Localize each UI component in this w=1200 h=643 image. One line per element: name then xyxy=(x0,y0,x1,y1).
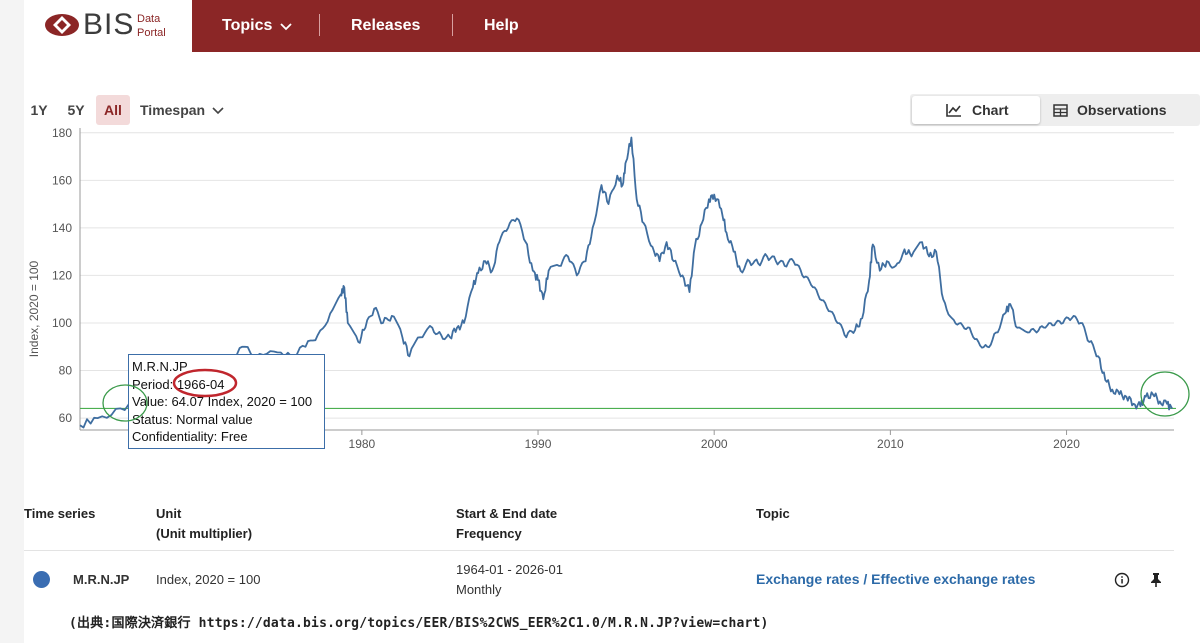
nav-divider xyxy=(319,14,320,36)
col-header-topic: Topic xyxy=(756,506,790,521)
chevron-down-icon xyxy=(212,107,224,115)
y-tick-label: 100 xyxy=(52,316,72,330)
chart-tooltip: M.R.N.JP Period: 1966-04 Value: 64.07 In… xyxy=(128,354,325,449)
nav-releases[interactable]: Releases xyxy=(351,0,420,52)
chart-view-button[interactable]: Chart xyxy=(912,96,1040,124)
series-code: M.R.N.JP xyxy=(73,572,130,587)
y-axis-label: Index, 2020 = 100 xyxy=(27,260,41,357)
observations-view-label: Observations xyxy=(1077,102,1167,118)
tooltip-period-value: 1966-04 xyxy=(176,376,225,392)
col-header-time-series: Time series xyxy=(24,506,96,521)
range-5y-button[interactable]: 5Y xyxy=(67,102,85,118)
top-bar: BIS Data Portal Topics Releases Help xyxy=(24,0,1200,52)
timespan-dropdown[interactable]: Timespan xyxy=(140,95,232,125)
chart-view-label: Chart xyxy=(972,102,1009,118)
logo-text: BIS xyxy=(83,8,135,41)
line-chart-icon xyxy=(946,104,961,117)
topic-link[interactable]: Exchange rates / Effective exchange rate… xyxy=(756,571,1036,587)
x-tick-label: 2000 xyxy=(701,437,728,451)
bis-logo[interactable]: BIS Data Portal xyxy=(24,0,192,52)
col-header-dates-line1: Start & End date xyxy=(456,506,558,521)
y-tick-label: 160 xyxy=(52,173,72,187)
range-1y-button[interactable]: 1Y xyxy=(30,102,48,118)
x-tick-label: 2010 xyxy=(877,437,904,451)
x-tick-label: 1990 xyxy=(525,437,552,451)
y-tick-label: 80 xyxy=(59,364,73,378)
x-tick-label: 2020 xyxy=(1053,437,1080,451)
observations-view-button[interactable]: Observations xyxy=(1050,96,1198,124)
y-tick-label: 180 xyxy=(52,128,72,140)
y-tick-label: 120 xyxy=(52,268,72,282)
timespan-label: Timespan xyxy=(140,102,206,118)
tooltip-value: Value: 64.07 Index, 2020 = 100 xyxy=(132,394,313,409)
nav-divider xyxy=(452,14,453,36)
series-color-dot xyxy=(33,571,50,588)
chevron-down-icon xyxy=(280,23,293,31)
tooltip-period: Period: 1966-04 xyxy=(132,376,321,394)
table-icon xyxy=(1053,103,1068,117)
info-icon[interactable] xyxy=(1112,570,1132,590)
source-note: (出典:国際決済銀行 https://data.bis.org/topics/E… xyxy=(69,616,769,631)
logo-sub-line-2: Portal xyxy=(137,27,166,39)
nav-topics[interactable]: Topics xyxy=(222,0,294,52)
nav-help[interactable]: Help xyxy=(484,0,519,52)
col-header-dates: Start & End date Frequency xyxy=(456,504,557,544)
col-header-unit: Unit (Unit multiplier) xyxy=(156,504,252,544)
logo-subtitle: Data Portal xyxy=(137,12,166,40)
col-header-unit-line1: Unit xyxy=(156,506,182,521)
series-unit: Index, 2020 = 100 xyxy=(156,572,261,587)
tooltip-series: M.R.N.JP xyxy=(132,359,188,374)
series-dates: 1964-01 - 2026-01 xyxy=(456,562,563,577)
range-all-button[interactable]: All xyxy=(96,95,130,125)
series-frequency: Monthly xyxy=(456,582,502,597)
view-toggle: Chart Observations xyxy=(910,94,1200,126)
tooltip-period-label: Period: xyxy=(132,376,177,392)
tooltip-status: Status: Normal value xyxy=(132,411,253,427)
series-line xyxy=(79,136,1173,429)
logo-sub-line-1: Data xyxy=(137,13,161,25)
pin-icon[interactable] xyxy=(1146,570,1166,590)
bis-logo-mark-icon xyxy=(45,14,79,36)
x-tick-label: 1980 xyxy=(349,437,376,451)
col-header-unit-line2: (Unit multiplier) xyxy=(156,526,253,541)
tooltip-confidentiality: Confidentiality: Free xyxy=(132,429,248,444)
nav-topics-label: Topics xyxy=(222,17,273,34)
table-divider xyxy=(24,550,1174,551)
y-tick-label: 140 xyxy=(52,221,72,235)
page: BIS Data Portal Topics Releases Help 1Y … xyxy=(24,0,1200,643)
y-tick-label: 60 xyxy=(59,411,73,425)
nav-releases-label: Releases xyxy=(351,17,421,34)
nav-help-label: Help xyxy=(484,17,519,34)
col-header-dates-line2: Frequency xyxy=(456,526,522,541)
